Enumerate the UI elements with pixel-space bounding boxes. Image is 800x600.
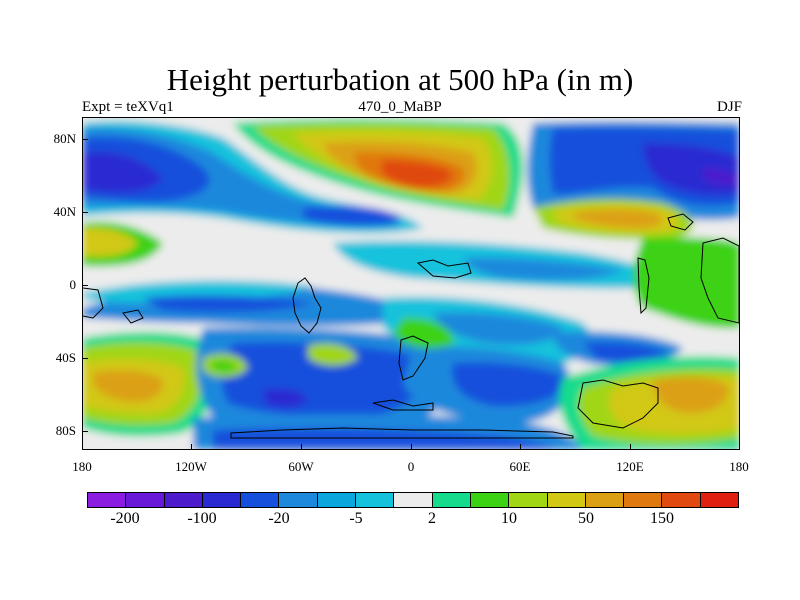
y-tick-mark <box>82 285 88 286</box>
y-tick-label: 40S <box>55 350 76 365</box>
colorbar-swatch <box>317 493 357 507</box>
colorbar-label: 2 <box>428 510 436 527</box>
period-label: 470_0_MaBP <box>358 99 442 115</box>
experiment-label: Expt = teXVq1 <box>82 99 174 115</box>
colorbar-swatch <box>700 493 739 507</box>
y-tick-label: 40N <box>53 204 76 219</box>
colorbar-label: -5 <box>349 510 363 527</box>
x-tick-label: 180 <box>729 459 749 474</box>
x-tick-label: 60W <box>288 459 314 474</box>
y-tick-label: 80S <box>55 423 76 438</box>
colorbar-swatch <box>585 493 625 507</box>
x-tick-mark <box>82 444 83 450</box>
contour-map <box>82 117 740 450</box>
x-tick-label: 60E <box>509 459 531 474</box>
x-tick-mark <box>739 444 740 450</box>
colorbar-label: 10 <box>501 510 517 527</box>
x-tick-mark <box>630 444 631 450</box>
x-tick-mark <box>520 444 521 450</box>
colorbar-swatch <box>547 493 586 507</box>
y-tick-mark <box>82 431 88 432</box>
colorbar-swatch <box>356 493 395 507</box>
x-tick-mark <box>191 444 192 450</box>
x-tick-label: 180 <box>72 459 92 474</box>
colorbar-swatch <box>624 493 663 507</box>
colorbar-swatch <box>88 493 127 507</box>
colorbar-swatch <box>164 493 203 507</box>
y-tick-mark <box>82 212 88 213</box>
y-tick-label: 0 <box>69 277 77 292</box>
x-tick-mark <box>301 444 302 450</box>
colorbar-label: -100 <box>187 510 217 527</box>
x-tick-mark <box>411 444 412 450</box>
x-tick-label: 0 <box>407 459 415 474</box>
x-tick-label: 120E <box>616 459 644 474</box>
colorbar-swatch <box>279 493 318 507</box>
colorbar-swatch <box>241 493 280 507</box>
y-tick-mark <box>82 358 88 359</box>
colorbar-swatch <box>470 493 510 507</box>
x-tick-label: 120W <box>175 459 207 474</box>
colorbar-label: -20 <box>268 510 290 527</box>
map-title: Height perturbation at 500 hPa (in m) <box>166 62 634 97</box>
season-label: DJF <box>716 99 742 115</box>
colorbar-label: 150 <box>650 510 674 527</box>
colorbar-swatch <box>126 493 165 507</box>
colorbar <box>87 492 739 508</box>
colorbar-swatch <box>662 493 701 507</box>
contour-field <box>83 118 739 449</box>
y-tick-label: 80N <box>53 131 76 146</box>
colorbar-swatch <box>509 493 548 507</box>
colorbar-label: 50 <box>578 510 594 527</box>
colorbar-swatch <box>394 493 433 507</box>
colorbar-swatch <box>202 493 242 507</box>
colorbar-swatch <box>432 493 471 507</box>
y-tick-mark <box>82 139 88 140</box>
colorbar-label: -200 <box>110 510 140 527</box>
